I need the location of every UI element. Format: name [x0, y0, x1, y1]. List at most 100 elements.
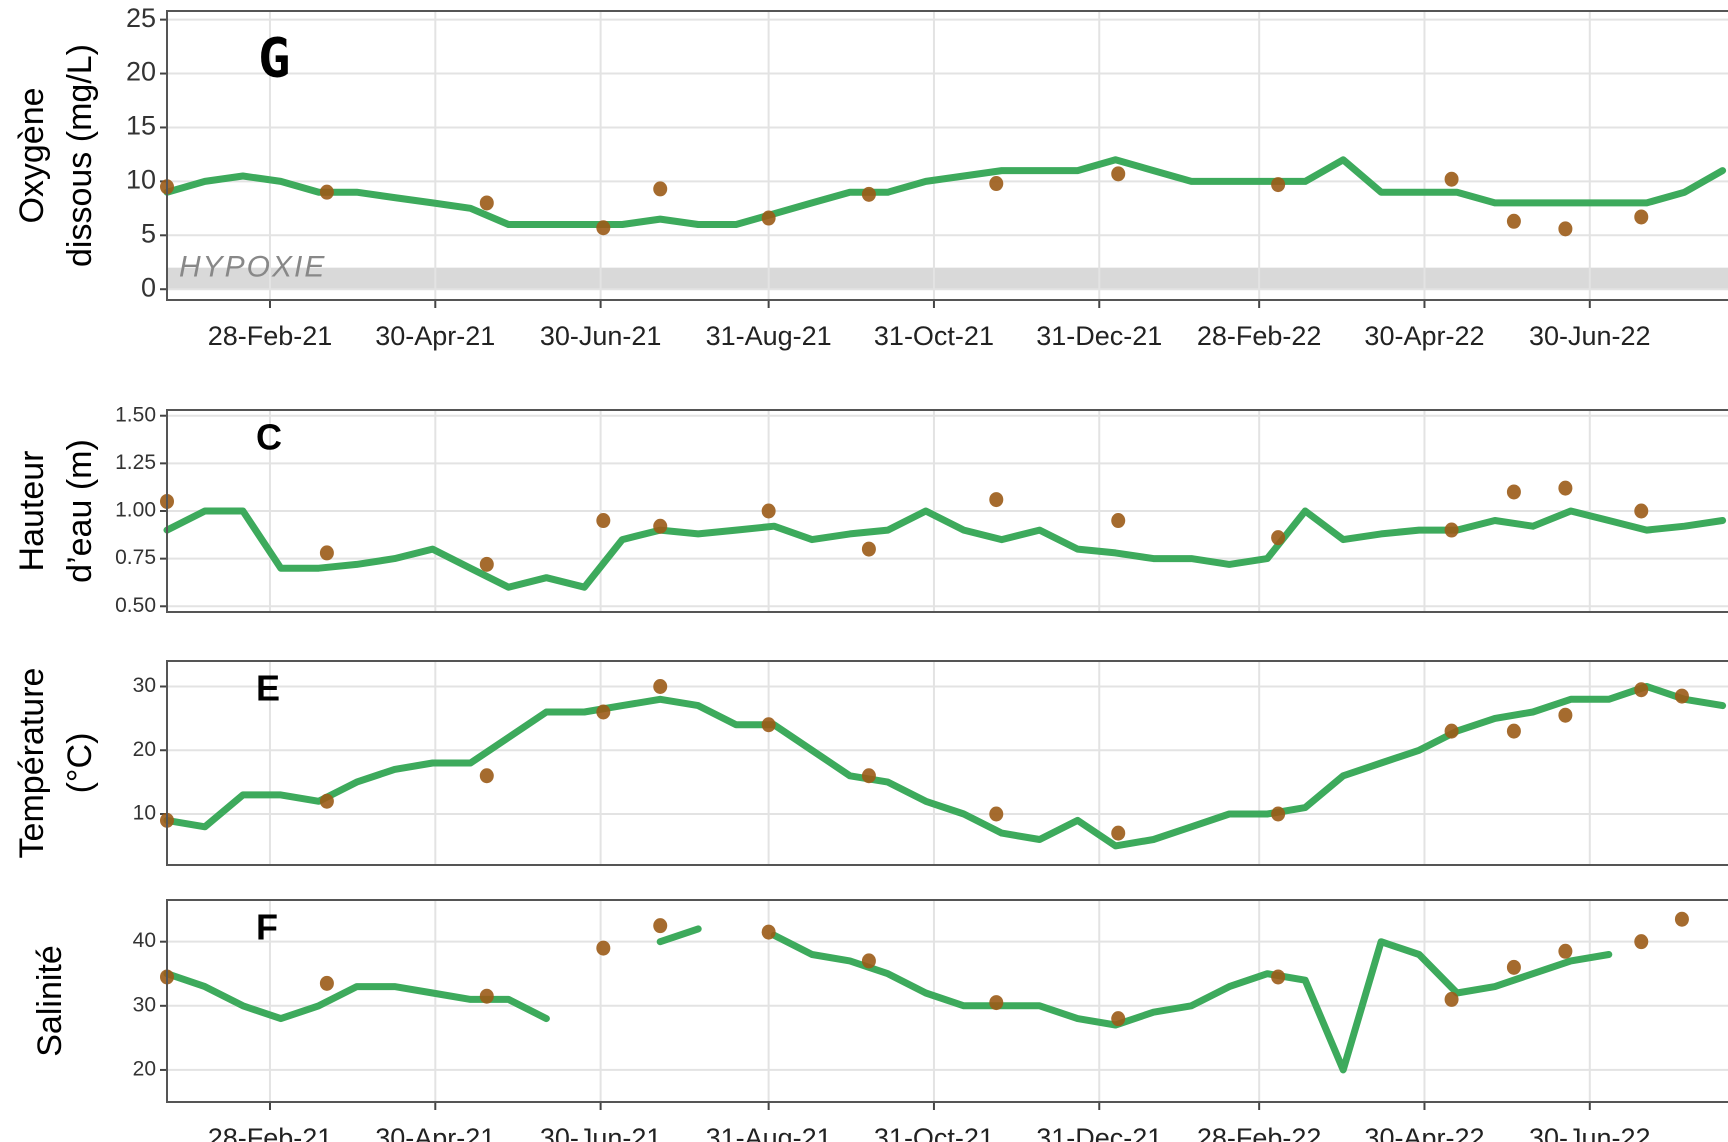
sample-point	[989, 492, 1004, 508]
sample-point	[1444, 991, 1459, 1007]
y-tick-label: 1.00	[115, 499, 156, 522]
sample-point	[319, 975, 334, 991]
x-tick-label: 28-Feb-21	[208, 1123, 333, 1142]
y-axis-label: Salinité	[31, 945, 69, 1057]
hypoxia-band	[167, 267, 1728, 290]
y-tick-label: 30	[133, 993, 156, 1016]
sample-point	[1674, 688, 1689, 704]
y-tick-label: 20	[126, 57, 156, 87]
sample-point	[653, 518, 668, 534]
sample-point	[989, 995, 1004, 1011]
x-tick-label: 31-Oct-21	[874, 1123, 994, 1142]
y-tick-label: 15	[126, 111, 156, 141]
plot-area	[167, 661, 1728, 865]
sample-point	[1634, 934, 1649, 950]
sample-point	[1634, 209, 1649, 225]
sample-point	[1506, 213, 1521, 229]
sample-point	[653, 679, 668, 694]
sample-point	[1506, 959, 1521, 975]
series-line	[163, 683, 1727, 850]
sample-point	[1674, 911, 1689, 927]
x-tick-label: 31-Aug-21	[706, 1123, 832, 1142]
sample-point	[761, 210, 776, 226]
sample-point	[761, 503, 776, 519]
x-tick-label: 28-Feb-22	[1197, 1123, 1322, 1142]
sample-point	[1506, 484, 1521, 500]
sample-point	[1444, 522, 1459, 538]
sample-point	[861, 541, 876, 557]
plot-frame	[166, 899, 1728, 1103]
sample-point	[1271, 530, 1286, 546]
series-line	[163, 507, 1727, 591]
sample-point	[479, 988, 494, 1004]
sample-point	[1111, 513, 1126, 529]
sample-point	[596, 704, 611, 720]
y-axis-label: d’eau (m)	[61, 439, 99, 583]
y-tick-label: 0.75	[115, 546, 156, 569]
y-tick-label: 25	[126, 3, 156, 33]
plot-frame	[166, 10, 1728, 301]
sample-point	[479, 768, 494, 784]
x-tick-label: 30-Apr-22	[1364, 321, 1484, 351]
panel-label: E	[256, 668, 280, 709]
plot-area	[167, 11, 1728, 300]
sample-point	[319, 545, 334, 561]
y-tick-label: 10	[126, 165, 156, 195]
sample-point	[1271, 969, 1286, 985]
y-tick-label: 1.50	[115, 403, 156, 426]
sample-point	[989, 176, 1004, 192]
y-tick-label: 0.50	[115, 594, 156, 617]
sample-point	[861, 953, 876, 969]
sample-point	[1271, 806, 1286, 822]
sample-point	[1111, 825, 1126, 841]
sample-point	[653, 181, 668, 197]
y-tick-label: 10	[133, 802, 156, 825]
y-axis-label: Oxygène	[13, 87, 51, 223]
sample-point	[596, 513, 611, 529]
series-line	[163, 156, 1727, 228]
panel-label: G	[258, 27, 291, 90]
x-tick-label: 28-Feb-21	[208, 321, 333, 351]
y-tick-label: 20	[133, 1057, 156, 1080]
x-tick-label: 31-Oct-21	[874, 321, 994, 351]
x-tick-label: 30-Apr-21	[375, 321, 495, 351]
y-axis-label: Hauteur	[13, 451, 51, 572]
sample-point	[1506, 723, 1521, 739]
y-tick-label: 30	[133, 674, 156, 697]
y-tick-label: 1.25	[115, 451, 156, 474]
x-tick-label: 30-Jun-21	[540, 1123, 662, 1142]
plot-frame	[166, 409, 1728, 613]
sample-point	[1558, 480, 1573, 496]
sample-point	[1558, 943, 1573, 959]
x-tick-label: 31-Aug-21	[706, 321, 832, 351]
sample-point	[1558, 707, 1573, 723]
sample-point	[761, 717, 776, 733]
plot-frame	[166, 660, 1728, 866]
sample-point	[1444, 171, 1459, 187]
x-tick-label: 28-Feb-22	[1197, 321, 1322, 351]
sample-point	[1271, 177, 1286, 193]
x-tick-label: 30-Apr-22	[1364, 1123, 1484, 1142]
y-axis-label: (°C)	[61, 733, 99, 794]
annotation: HYPOXIE	[179, 250, 326, 283]
sample-point	[1558, 221, 1573, 237]
sample-point	[319, 793, 334, 809]
x-tick-label: 30-Jun-22	[1529, 1123, 1651, 1142]
sample-point	[1111, 1011, 1126, 1027]
x-tick-label: 31-Dec-21	[1036, 1123, 1162, 1142]
x-tick-label: 30-Jun-21	[540, 321, 662, 351]
x-tick-label: 30-Apr-21	[375, 1123, 495, 1142]
panel-label: C	[256, 417, 282, 458]
x-tick-label: 31-Dec-21	[1036, 321, 1162, 351]
sample-point	[653, 918, 668, 934]
sample-point	[861, 186, 876, 202]
sample-point	[596, 940, 611, 956]
sample-point	[1444, 723, 1459, 739]
sample-point	[861, 768, 876, 784]
sample-point	[989, 806, 1004, 822]
sample-point	[1634, 682, 1649, 698]
y-tick-label: 20	[133, 738, 156, 761]
y-tick-label: 5	[141, 218, 156, 248]
sample-point	[761, 924, 776, 940]
